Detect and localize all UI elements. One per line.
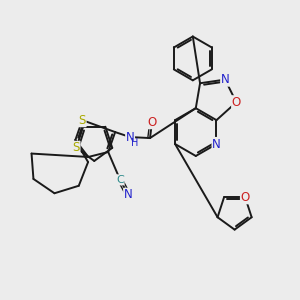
Text: C: C <box>116 175 124 185</box>
Text: N: N <box>126 130 134 144</box>
Text: S: S <box>79 114 86 127</box>
Text: O: O <box>232 96 241 109</box>
Text: N: N <box>212 137 221 151</box>
Text: H: H <box>131 138 139 148</box>
Text: S: S <box>73 141 80 154</box>
Text: O: O <box>241 191 250 204</box>
Text: N: N <box>221 73 230 86</box>
Text: N: N <box>124 188 133 201</box>
Text: O: O <box>147 116 157 129</box>
